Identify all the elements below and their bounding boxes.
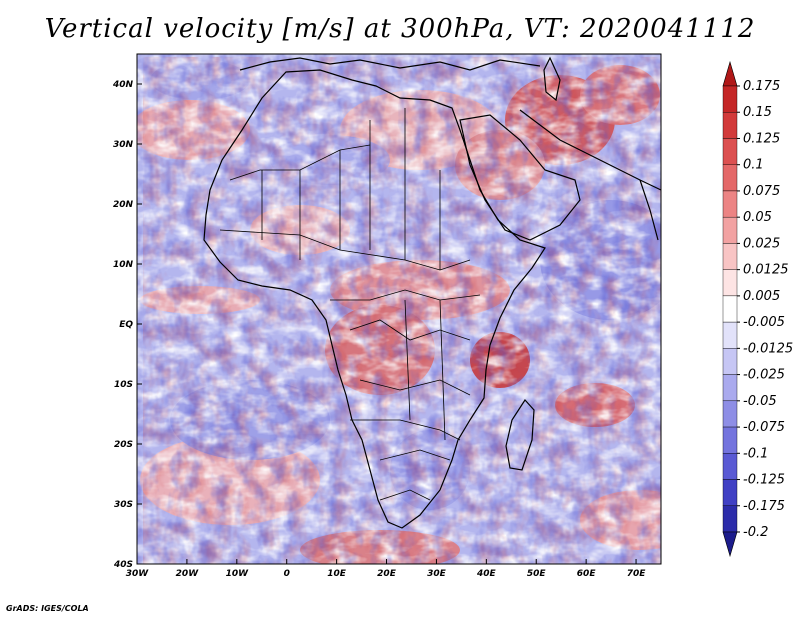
colorbar-label: -0.005 [743, 315, 785, 330]
x-axis: 30W 20W 10W 0 10E 20E 30E 40E 50E 60E 70E [126, 559, 646, 579]
colorbar-label: 0.075 [743, 184, 780, 199]
colorbar-label: -0.2 [743, 525, 768, 540]
x-tick-label: 10W [226, 569, 250, 579]
x-tick-label: 40E [476, 569, 497, 579]
chart-title: Vertical velocity [m/s] at 300hPa, VT: 2… [44, 14, 756, 44]
colorbar-box [722, 164, 738, 192]
colorbar: 0.175 0.15 0.125 0.1 0.075 0.05 0.025 0.0125 0.0… [722, 60, 793, 558]
y-tick-label: 30S [114, 500, 133, 510]
colorbar-label: -0.1 [743, 446, 768, 461]
colorbar-box [722, 269, 738, 297]
colorbar-box [722, 479, 738, 506]
x-tick-label: 0 [284, 569, 290, 579]
colorbar-box [722, 295, 738, 323]
arabian-peninsula [459, 114, 581, 241]
country-borders [219, 108, 481, 501]
y-tick-label: 10N [113, 260, 134, 270]
x-tick-label: 30E [427, 569, 447, 579]
india-coast [639, 179, 659, 241]
x-tick-label: 30W [126, 569, 150, 579]
colorbar-label: -0.05 [743, 394, 777, 409]
colorbar-box [722, 321, 738, 349]
y-tick-label: 30N [113, 140, 134, 150]
colorbar-label: -0.025 [743, 368, 785, 383]
y-tick-label: EQ [119, 320, 133, 330]
colorbar-box [722, 243, 738, 270]
y-tick-label: 40N [112, 80, 134, 90]
iran-coast [519, 109, 661, 191]
colorbar-box [722, 216, 738, 244]
colorbar-box [722, 426, 738, 454]
y-tick-label: 20N [113, 200, 134, 210]
y-tick-label: 20S [114, 440, 133, 450]
colorbar-label: 0.025 [743, 236, 780, 251]
africa-coastline [203, 69, 546, 529]
y-tick-label: 10S [114, 380, 133, 390]
plot-frame [136, 53, 662, 565]
x-tick-label: 50E [527, 569, 547, 579]
colorbar-box [722, 348, 738, 375]
colorbar-label: 0.175 [743, 79, 780, 94]
europe-coast [239, 57, 541, 71]
credit-text: GrADS: IGES/COLA [6, 604, 89, 613]
colorbar-label: -0.0125 [743, 341, 793, 356]
colorbar-label: 0.005 [743, 289, 780, 304]
x-tick-label: 20W [176, 569, 200, 579]
colorbar-box [722, 138, 738, 165]
colorbar-max-arrow [722, 60, 738, 87]
colorbar-box [722, 112, 738, 139]
colorbar-label: 0.15 [743, 105, 772, 120]
colorbar-label: 0.05 [743, 210, 772, 225]
colorbar-label: 0.1 [743, 158, 764, 173]
coastlines-and-borders [203, 56, 661, 529]
vertical-velocity-field [137, 54, 661, 564]
colorbar-label: 0.0125 [743, 263, 789, 278]
colorbar-box [722, 453, 738, 480]
x-tick-label: 60E [577, 569, 597, 579]
x-tick-label: 70E [627, 569, 647, 579]
colorbar-box [722, 400, 738, 428]
x-tick-label: 20E [377, 569, 397, 579]
colorbar-box [722, 190, 738, 218]
colorbar-box [722, 85, 738, 113]
x-tick-label: 10E [327, 569, 347, 579]
colorbar-label: -0.125 [743, 473, 785, 488]
colorbar-box [722, 505, 738, 533]
madagascar [505, 399, 535, 471]
colorbar-label: -0.175 [743, 499, 785, 514]
colorbar-box [722, 374, 738, 402]
colorbar-label: -0.075 [743, 420, 785, 435]
colorbar-label: 0.125 [743, 131, 780, 146]
y-tick-label: 40S [113, 560, 133, 570]
colorbar-min-arrow [722, 531, 738, 558]
caspian [543, 56, 561, 102]
y-axis: 40N 30N 20N 10N EQ 10S 20S 30S 40S [112, 80, 142, 570]
